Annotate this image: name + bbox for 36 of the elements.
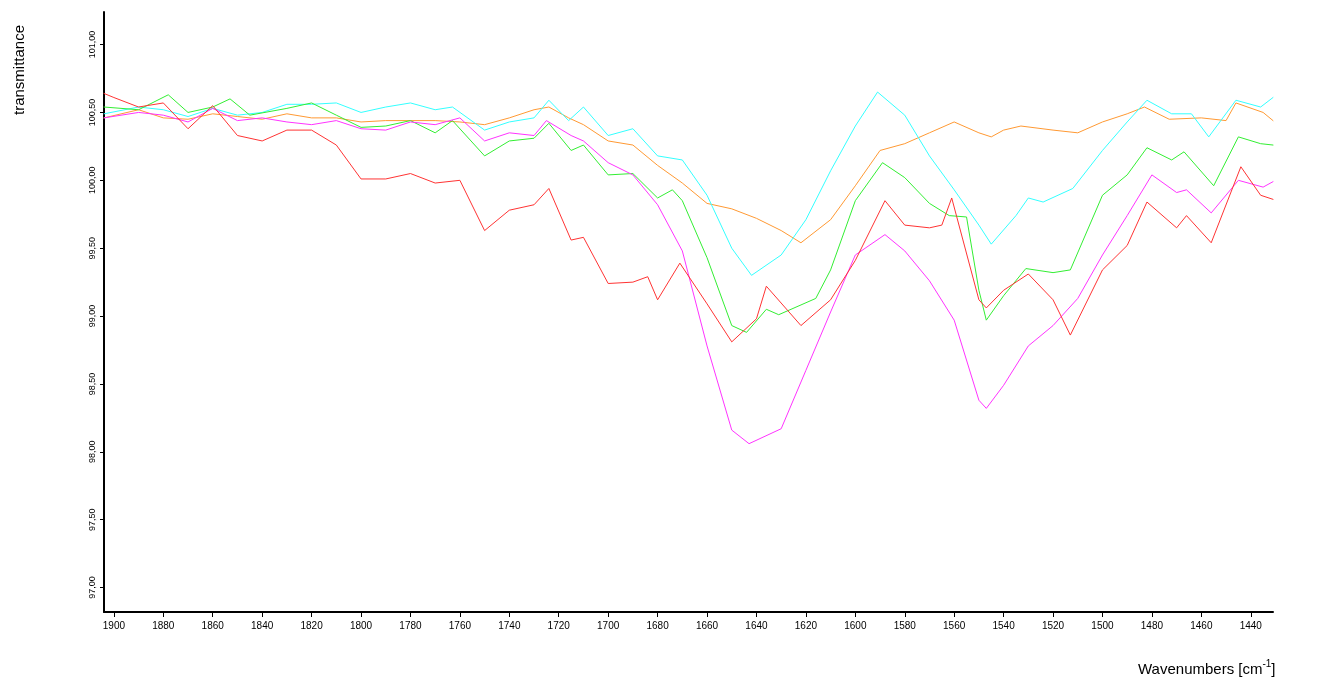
- y-tick-label: 100,50: [86, 98, 97, 127]
- x-tick-label: 1800: [349, 619, 373, 631]
- x-tick-label: 1480: [1140, 619, 1164, 631]
- line-series: [103, 107, 1274, 445]
- x-tick-label: 1560: [943, 619, 966, 631]
- x-tick-label: 1780: [399, 619, 423, 631]
- x-tick-label: 1820: [300, 619, 324, 631]
- y-tick-label: 99,00: [86, 304, 97, 328]
- x-tick-label: 1860: [201, 619, 225, 631]
- y-tick-label: 97,50: [86, 508, 97, 531]
- y-tick-label: 97,00: [86, 576, 97, 599]
- x-tick-label: 1620: [794, 619, 818, 631]
- x-tick-label: 1600: [844, 619, 867, 631]
- x-tick-label: 1640: [745, 619, 769, 631]
- x-tick-label: 1760: [448, 619, 472, 631]
- x-tick-label: 1900: [102, 619, 126, 631]
- x-tick-label: 1740: [498, 619, 521, 631]
- x-tick-label: 1880: [152, 619, 175, 631]
- line-series: [103, 91, 1274, 276]
- x-tick-label: 1580: [893, 619, 917, 631]
- y-tick-label: 100,00: [86, 166, 97, 195]
- y-tick-label: 101,00: [86, 30, 97, 59]
- x-tick-label: 1460: [1190, 619, 1213, 631]
- x-tick-label: 1680: [646, 619, 670, 631]
- y-tick-label: 99,50: [86, 236, 97, 260]
- x-tick-label: 1700: [597, 619, 620, 631]
- y-tick-label: 98,00: [86, 440, 97, 464]
- y-tick-label: 98,50: [86, 372, 97, 396]
- x-tick-label: 1660: [695, 619, 719, 631]
- y-axis-title: transmittance: [9, 24, 27, 116]
- x-tick-label: 1440: [1239, 619, 1263, 631]
- x-tick-label: 1720: [547, 619, 571, 631]
- x-tick-label: 1840: [251, 619, 274, 631]
- x-tick-label: 1500: [1091, 619, 1115, 631]
- x-tick-label: 1540: [992, 619, 1016, 631]
- x-tick-label: 1520: [1041, 619, 1065, 631]
